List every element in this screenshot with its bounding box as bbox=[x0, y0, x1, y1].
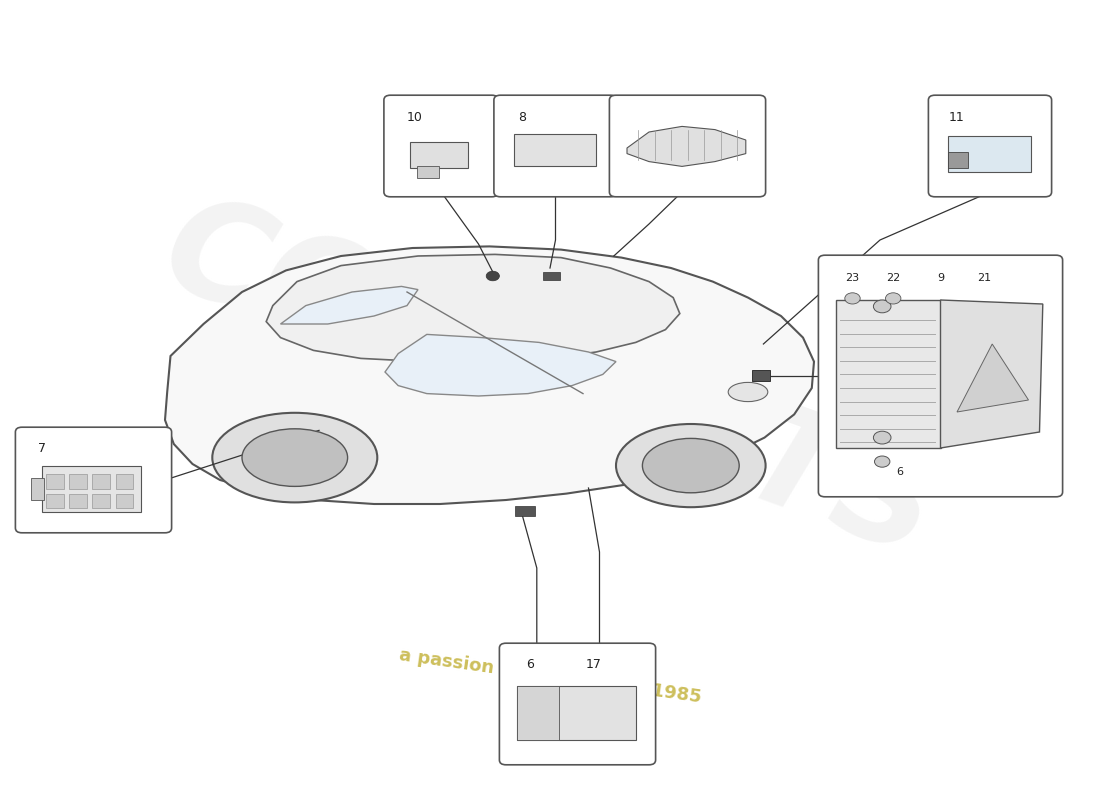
Bar bbox=[116, 494, 133, 508]
Ellipse shape bbox=[616, 424, 766, 507]
Text: 21: 21 bbox=[978, 273, 991, 282]
Bar bbox=[948, 152, 968, 168]
FancyBboxPatch shape bbox=[609, 95, 766, 197]
Text: 8: 8 bbox=[518, 111, 527, 124]
FancyBboxPatch shape bbox=[499, 643, 656, 765]
Bar bbox=[543, 272, 560, 280]
Text: 9: 9 bbox=[937, 273, 944, 282]
Text: 11: 11 bbox=[949, 111, 965, 124]
Polygon shape bbox=[266, 254, 680, 362]
Text: 10: 10 bbox=[407, 111, 422, 124]
Bar bbox=[517, 686, 636, 740]
Bar bbox=[116, 474, 133, 489]
Text: 6: 6 bbox=[526, 658, 535, 670]
Ellipse shape bbox=[642, 438, 739, 493]
Ellipse shape bbox=[212, 413, 377, 502]
FancyBboxPatch shape bbox=[384, 95, 498, 197]
Polygon shape bbox=[957, 344, 1028, 412]
Ellipse shape bbox=[242, 429, 348, 486]
Polygon shape bbox=[385, 334, 616, 396]
Bar bbox=[417, 166, 439, 178]
Polygon shape bbox=[940, 300, 1043, 448]
Bar bbox=[752, 370, 770, 381]
Text: a passion for parts since 1985: a passion for parts since 1985 bbox=[398, 646, 702, 706]
Text: 23: 23 bbox=[846, 273, 859, 282]
Ellipse shape bbox=[728, 382, 768, 402]
FancyBboxPatch shape bbox=[494, 95, 617, 197]
Bar bbox=[92, 494, 110, 508]
Text: 6: 6 bbox=[896, 467, 903, 477]
Bar bbox=[836, 300, 940, 448]
Text: 7: 7 bbox=[37, 442, 46, 454]
Bar bbox=[42, 466, 141, 512]
Bar bbox=[410, 142, 468, 168]
Bar bbox=[69, 474, 87, 489]
FancyBboxPatch shape bbox=[15, 427, 172, 533]
Text: COSPARTS: COSPARTS bbox=[145, 182, 955, 586]
Bar bbox=[69, 494, 87, 508]
Bar bbox=[514, 134, 596, 166]
Circle shape bbox=[486, 271, 499, 281]
Circle shape bbox=[886, 293, 901, 304]
Bar bbox=[31, 478, 44, 500]
Polygon shape bbox=[627, 126, 746, 166]
Bar bbox=[948, 136, 1031, 172]
Bar bbox=[46, 474, 64, 489]
Bar bbox=[515, 506, 535, 516]
Polygon shape bbox=[280, 286, 418, 324]
Circle shape bbox=[874, 456, 890, 467]
Circle shape bbox=[845, 293, 860, 304]
FancyBboxPatch shape bbox=[928, 95, 1052, 197]
Circle shape bbox=[873, 300, 891, 313]
Bar bbox=[517, 686, 559, 740]
Text: 17: 17 bbox=[586, 658, 602, 670]
Bar bbox=[92, 474, 110, 489]
FancyBboxPatch shape bbox=[818, 255, 1063, 497]
Text: 22: 22 bbox=[887, 273, 900, 282]
Bar bbox=[46, 494, 64, 508]
Circle shape bbox=[873, 431, 891, 444]
Polygon shape bbox=[165, 246, 814, 504]
